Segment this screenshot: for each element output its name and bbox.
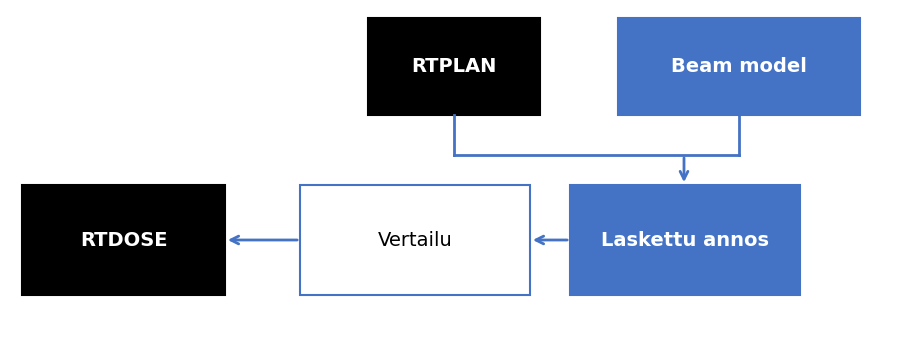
FancyBboxPatch shape <box>570 185 800 295</box>
Text: Laskettu annos: Laskettu annos <box>601 230 769 250</box>
Text: RTDOSE: RTDOSE <box>80 230 167 250</box>
Text: RTPLAN: RTPLAN <box>412 57 496 76</box>
Text: Vertailu: Vertailu <box>378 230 452 250</box>
FancyBboxPatch shape <box>618 18 860 115</box>
Text: Beam model: Beam model <box>671 57 807 76</box>
FancyBboxPatch shape <box>300 185 530 295</box>
FancyBboxPatch shape <box>368 18 540 115</box>
FancyBboxPatch shape <box>22 185 225 295</box>
